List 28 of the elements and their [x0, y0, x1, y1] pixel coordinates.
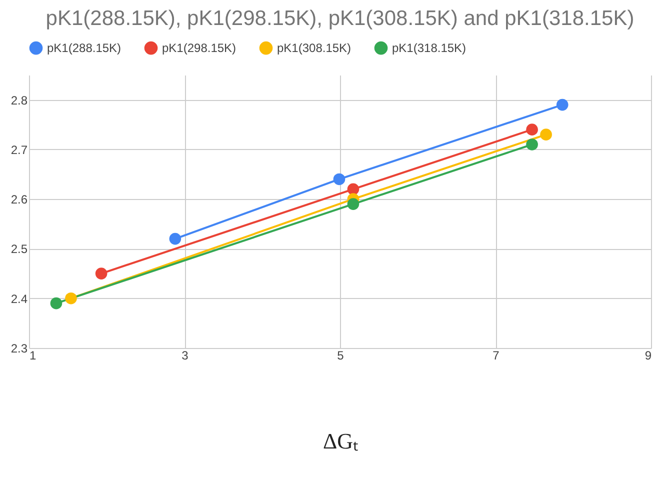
x-tick-label: 5 [337, 348, 344, 362]
point [65, 292, 77, 304]
y-tick-label: 2.6 [10, 192, 28, 207]
x-tick-label: 1 [30, 348, 36, 362]
point [347, 198, 360, 210]
point [169, 232, 182, 245]
y-tick-label: 2.3 [10, 342, 28, 356]
y-tick-label: 2.8 [10, 93, 28, 108]
y-tick-label: 2.7 [10, 142, 28, 157]
point [333, 173, 346, 186]
x-tick-label: 3 [182, 348, 189, 362]
legend-label: pK1(318.15K) [392, 41, 466, 56]
legend-label: pK1(308.15K) [277, 41, 352, 56]
y-tick-label: 2.4 [10, 292, 28, 306]
point [95, 268, 108, 280]
x-tick-label: 9 [644, 348, 652, 362]
x-tick-label: 7 [492, 348, 500, 362]
legend-label: pK1(288.15K) [47, 41, 122, 56]
point [347, 183, 360, 196]
point [540, 128, 552, 140]
point [526, 138, 538, 150]
point [50, 297, 62, 310]
point [556, 98, 568, 111]
legend-label: pK1(298.15K) [162, 41, 236, 56]
y-tick-label: 2.5 [10, 242, 28, 256]
x-axis-title: ΔGₜ [322, 428, 358, 454]
chart-title: pK1(288.15K), pK1(298.15K), pK1(308.15K) and pK1(318.15K) [46, 7, 634, 30]
point [526, 124, 538, 136]
